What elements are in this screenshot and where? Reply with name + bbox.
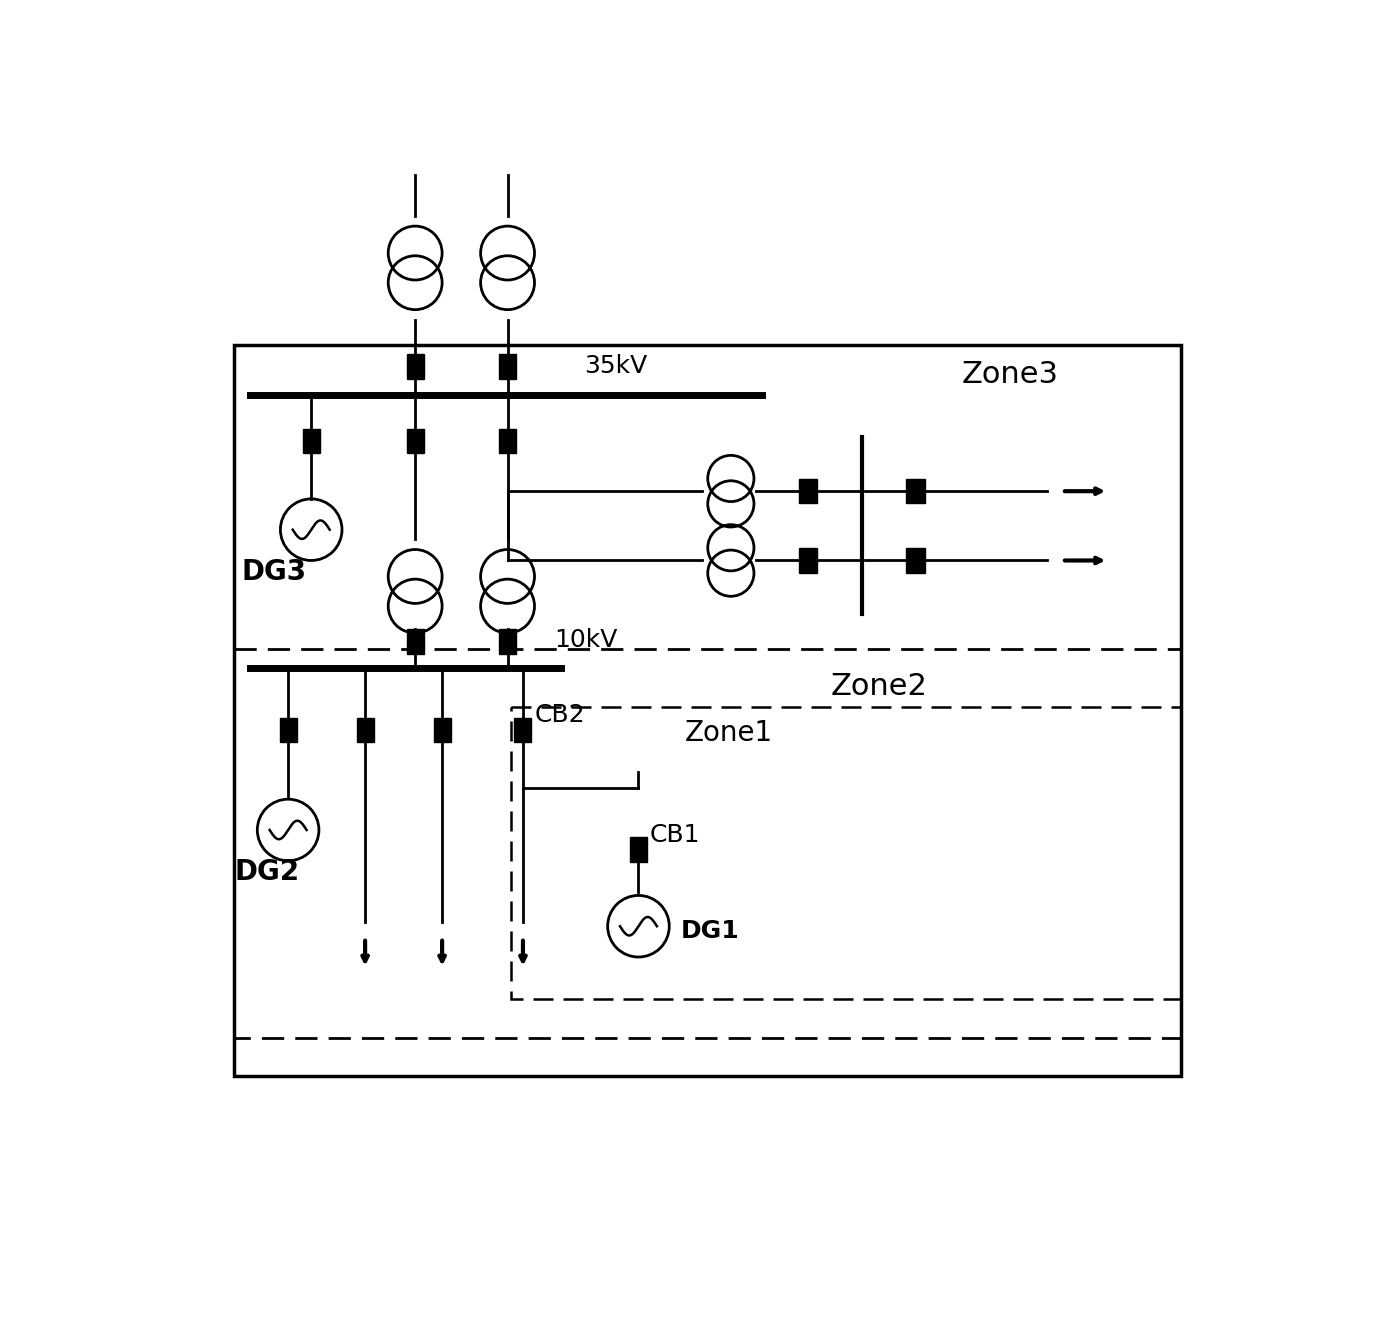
Bar bbox=[433, 718, 451, 742]
Bar bbox=[515, 718, 531, 742]
Bar bbox=[234, 346, 1182, 1077]
Bar bbox=[907, 548, 925, 572]
Text: 35kV: 35kV bbox=[584, 355, 648, 379]
Bar bbox=[799, 479, 817, 503]
Bar bbox=[357, 718, 374, 742]
Bar bbox=[407, 428, 424, 454]
Text: CB1: CB1 bbox=[650, 823, 700, 847]
Bar bbox=[303, 428, 320, 454]
Text: DG2: DG2 bbox=[234, 858, 299, 886]
Bar bbox=[799, 548, 817, 572]
Bar bbox=[907, 479, 925, 503]
Bar bbox=[630, 836, 646, 862]
Text: DG1: DG1 bbox=[681, 919, 739, 943]
Bar bbox=[234, 650, 1182, 1038]
Bar bbox=[500, 630, 516, 654]
Text: Zone2: Zone2 bbox=[830, 672, 927, 702]
Bar bbox=[512, 707, 1182, 999]
Text: DG3: DG3 bbox=[242, 558, 307, 586]
Bar bbox=[500, 354, 516, 379]
Text: Zone1: Zone1 bbox=[685, 719, 772, 747]
Text: CB2: CB2 bbox=[534, 703, 585, 727]
Bar bbox=[500, 428, 516, 454]
Bar bbox=[407, 630, 424, 654]
Bar bbox=[407, 354, 424, 379]
Text: 10kV: 10kV bbox=[554, 628, 617, 652]
Text: Zone3: Zone3 bbox=[962, 360, 1059, 390]
Bar bbox=[280, 718, 296, 742]
